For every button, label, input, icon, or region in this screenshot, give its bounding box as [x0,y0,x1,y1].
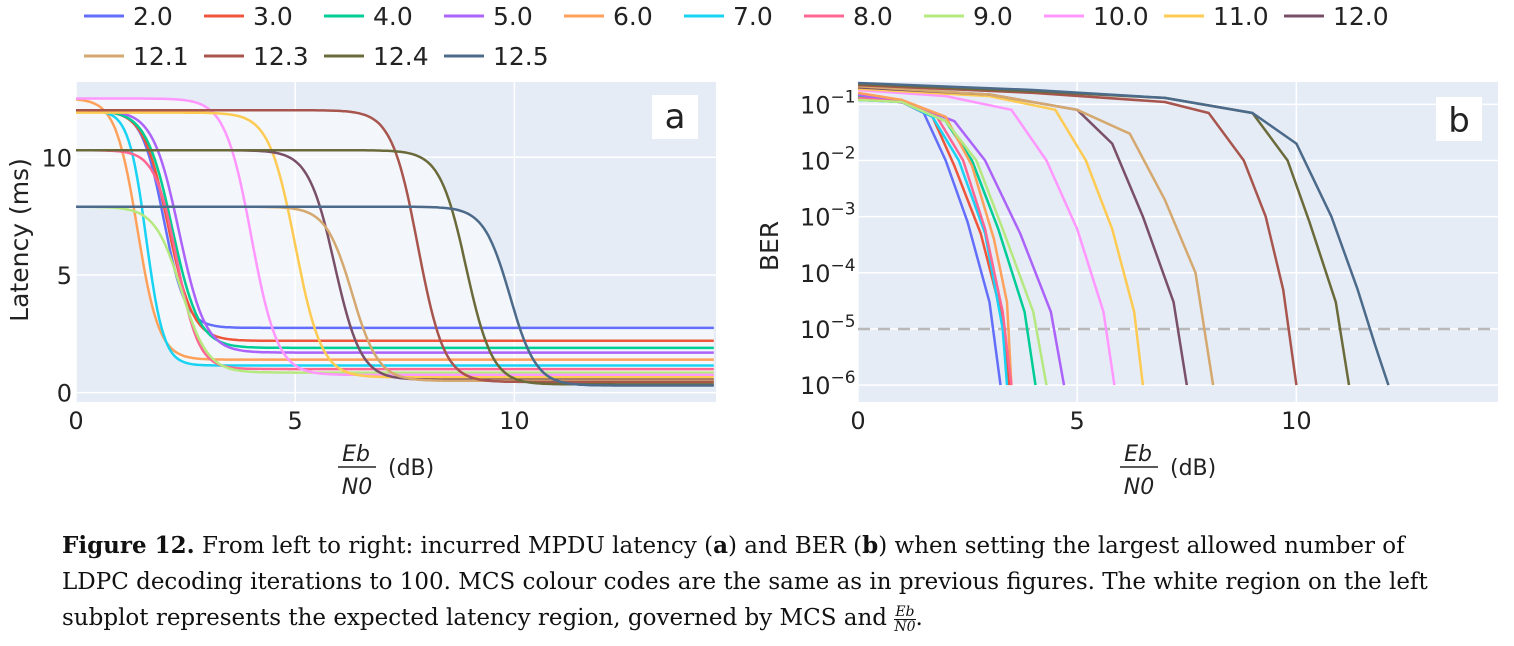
latency-line-7.0 [76,109,714,367]
latency-y-ticks: 0 5 10 [41,144,72,407]
legend-label: 3.0 [253,2,293,31]
legend-label: 12.3 [253,42,309,71]
legend-item: 12.5 [444,42,549,71]
latency-line-9.0 [76,205,714,374]
panel-a-label: a [665,97,686,137]
caption-end: . [915,605,923,631]
latency-line-6.0 [75,98,714,361]
x-tick-label: 0 [850,407,865,435]
legend-item: 6.0 [564,2,653,31]
x-tick-label: 5 [288,407,303,435]
svg-text:N0: N0 [1124,475,1154,500]
x-tick-label: 10 [1281,407,1312,435]
ber-line-12.3 [857,83,1298,386]
legend-item: 5.0 [444,2,533,31]
caption-text-3: ) when setting the largest allowed numbe… [62,533,1428,631]
svg-text:(dB): (dB) [388,456,434,481]
legend-item: 9.0 [924,2,1013,31]
legend-item: 7.0 [684,2,773,31]
y-tick-label: 10−1 [800,87,856,119]
ber-line-12.1 [857,85,1215,386]
legend-label: 8.0 [853,2,893,31]
latency-line-12.5 [76,205,714,387]
legend-label: 12.5 [493,42,549,71]
legend-item: 8.0 [804,2,893,31]
caption-text-1: From left to right: incurred MPDU latenc… [201,533,714,559]
legend-item: 11.0 [1164,2,1269,31]
ber-line-6.0 [857,91,1013,386]
y-tick-label: 10−4 [800,256,856,288]
y-tick-label: 5 [57,262,72,290]
latency-line-4.0 [76,109,714,350]
ber-series [857,81,1390,386]
ber-line-12.5 [857,81,1390,386]
y-tick-label: 10−6 [800,368,856,400]
x-tick-label: 5 [1070,407,1085,435]
caption-label: Figure 12. [62,532,195,559]
legend-item: 12.4 [324,42,429,71]
svg-text:(dB): (dB) [1170,456,1216,481]
y-tick-label: 10−5 [800,312,856,344]
ber-chart: 0 5 10 10−1 10−2 10−3 10−4 10−5 10−6 b BER Eb N… [755,81,1498,500]
legend-label: 12.4 [373,42,429,71]
latency-x-ticks: 0 5 10 [68,407,529,435]
x-tick-label: 10 [499,407,530,435]
legend-label: 6.0 [613,2,653,31]
expected-latency-region [76,98,714,386]
ber-line-10.0 [857,88,1116,386]
ber-x-axis-label: Eb N0 (dB) [1120,442,1216,500]
latency-chart: 0 5 10 0 5 10 a Latency (ms) Eb N0 (dB) [5,82,716,500]
ber-y-ticks: 10−1 10−2 10−3 10−4 10−5 10−6 [800,87,856,400]
legend-item: 12.3 [204,42,309,71]
svg-text:N0: N0 [342,475,372,500]
figure-caption: Figure 12. From left to right: incurred … [62,528,1462,636]
ber-x-ticks: 0 5 10 [850,407,1311,435]
caption-fraction: Eb N0 [894,603,916,635]
panel-b-label-box [1436,97,1482,141]
latency-line-8.0 [76,149,714,371]
y-tick-label: 10−3 [800,200,856,232]
x-tick-label: 0 [68,407,83,435]
caption-ref-a: a [713,532,728,559]
legend-item: 12.1 [84,42,189,71]
legend-item: 2.0 [84,2,173,31]
legend-label: 2.0 [133,2,173,31]
svg-text:Eb: Eb [342,442,370,467]
legend-item: 3.0 [204,2,293,31]
legend-label: 10.0 [1093,2,1149,31]
caption-ref-b: b [862,532,879,559]
legend-label: 9.0 [973,2,1013,31]
y-tick-label: 10−2 [800,143,856,175]
latency-x-axis-label: Eb N0 (dB) [338,442,434,500]
svg-text:Eb: Eb [1124,442,1152,467]
ber-y-axis-label: BER [755,221,784,271]
legend-label: 12.1 [133,42,189,71]
legend-label: 5.0 [493,2,533,31]
legend: 2.0 3.0 4.0 5.0 6.0 7.0 8.0 9.0 10.0 11.0 12.0 12.1… [84,2,1389,71]
ber-line-11.0 [857,87,1145,386]
legend-label: 11.0 [1213,2,1269,31]
y-tick-label: 0 [57,380,72,408]
legend-label: 12.0 [1333,2,1389,31]
latency-series [75,97,714,387]
legend-item: 10.0 [1044,2,1149,31]
legend-item: 12.0 [1284,2,1389,31]
latency-line-5.0 [76,109,714,354]
latency-y-axis-label: Latency (ms) [5,158,34,322]
legend-item: 4.0 [324,2,413,31]
caption-text-2: ) and BER ( [727,533,863,559]
legend-label: 7.0 [733,2,773,31]
panel-b-label: b [1448,101,1470,141]
y-tick-label: 10 [41,144,72,172]
panel-a-label-box [652,95,698,139]
ber-line-9.0 [857,98,1048,386]
legend-label: 4.0 [373,2,413,31]
